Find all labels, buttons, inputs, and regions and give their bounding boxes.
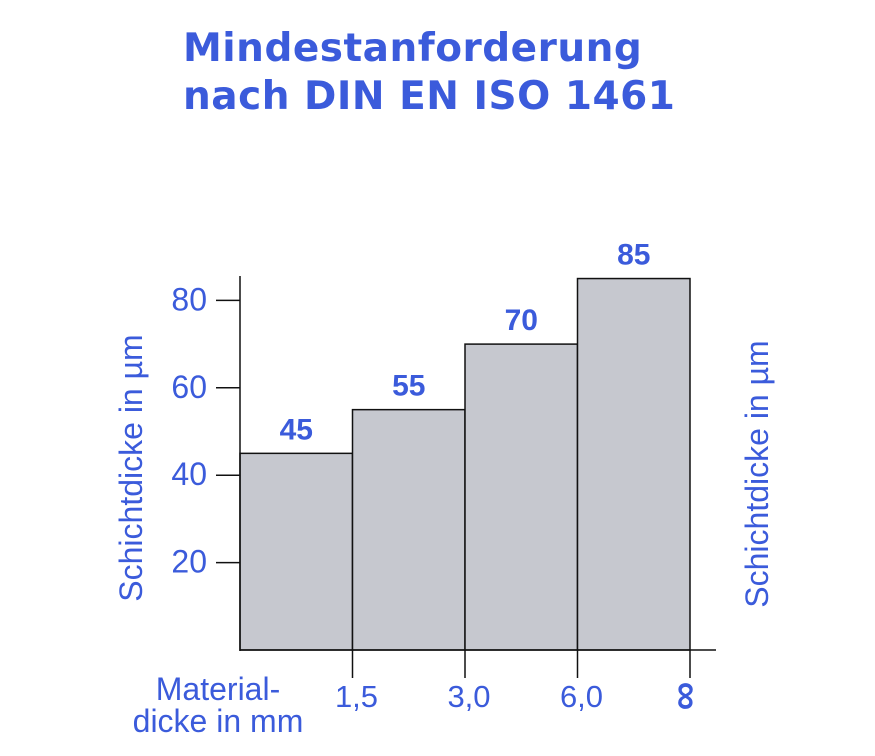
x-tick-label-infinity: ∞ (665, 682, 709, 711)
bar (576, 277, 691, 651)
bar (239, 452, 354, 651)
y-tick-label: 60 (171, 369, 207, 405)
y-axis-title-left: Schichtdicke in µm (113, 334, 149, 601)
data-label: 85 (617, 239, 650, 272)
y-tick-label: 80 (171, 281, 207, 317)
x-axis-title-line: Material- (156, 671, 280, 707)
x-axis-title-line: dicke in mm (133, 703, 304, 739)
data-label: 45 (280, 413, 313, 446)
title-line-2: nach DIN EN ISO 1461 (183, 74, 676, 119)
x-tick-label: 6,0 (560, 679, 603, 714)
y-tick-label: 20 (171, 544, 207, 580)
y-axis-title-right: Schichtdicke in µm (739, 340, 775, 607)
y-tick-label: 40 (171, 456, 207, 492)
data-label: 55 (392, 370, 425, 403)
bar (464, 343, 579, 651)
x-tick-label: 1,5 (335, 679, 378, 714)
bar (351, 408, 466, 651)
title-line-1: Mindestanforderung (183, 26, 643, 71)
data-label: 70 (505, 304, 538, 337)
chart-title: Mindestanforderung nach DIN EN ISO 1461 (183, 26, 675, 120)
x-tick-label: 3,0 (447, 679, 490, 714)
